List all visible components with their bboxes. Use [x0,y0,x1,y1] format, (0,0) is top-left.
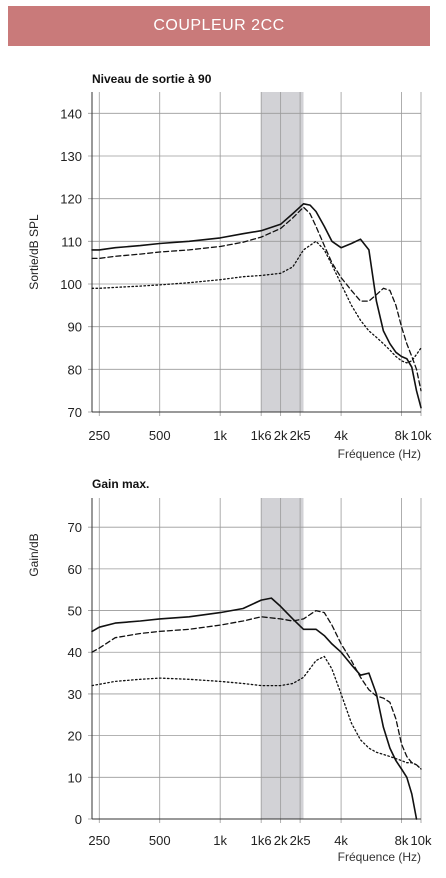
y-tick-label: 50 [68,604,82,619]
y-tick-label: 120 [60,192,82,207]
y-tick-label: 10 [68,770,82,785]
y-tick-label: 90 [68,320,82,335]
chart-title: Niveau de sortie à 90 [92,72,212,86]
y-tick-label: 30 [68,687,82,702]
x-tick-label: 1k6 [251,428,272,443]
y-tick-label: 70 [68,520,82,535]
y-tick-label: 110 [61,234,82,249]
chart-title: Gain max. [92,477,149,491]
x-tick-label: 4k [334,428,348,443]
chart-2: 250 500 1k 1k6 2k 2k5 4k 8k 10k 0 10 20 30 40 50 60 70 Ga… [27,477,432,864]
series-line-dashed [91,206,422,392]
chart-1: 250 500 1k 1k6 2k 2k5 4k 8k 10k 70 80 90 100 110 120 13… [27,72,432,461]
y-tick-label: 60 [68,562,82,577]
series-line-dotted [91,655,422,770]
x-axis-label: Fréquence (Hz) [338,447,421,461]
x-tick-label: 500 [149,833,171,848]
y-tick-label: 140 [60,106,82,121]
x-tick-label: 2k [274,428,288,443]
x-tick-label: 1k [213,428,227,443]
x-tick-label: 500 [149,428,171,443]
x-tick-label: 10k [411,833,432,848]
x-tick-label: 8k [395,428,409,443]
x-tick-label: 4k [334,833,348,848]
series-line-solid [91,597,418,820]
y-tick-label: 70 [68,405,82,420]
series-line-dotted [91,240,422,364]
x-tick-label: 2k5 [290,833,311,848]
chart-header-banner: COUPLEUR 2CC [8,6,430,46]
x-axis-label: Fréquence (Hz) [338,850,421,864]
x-tick-label: 2k [274,833,288,848]
series-line-dashed [91,609,422,770]
y-axis-label: Gain/dB [27,533,41,576]
y-tick-label: 130 [60,149,82,164]
header-title: COUPLEUR 2CC [153,17,285,34]
x-tick-label: 2k5 [290,428,311,443]
x-tick-label: 250 [88,833,110,848]
series-line-solid [91,203,422,409]
x-tick-label: 8k [395,833,409,848]
shaded-frequency-band [261,498,304,819]
shaded-frequency-band [261,92,304,412]
y-tick-label: 20 [68,729,82,744]
x-tick-label: 250 [88,428,110,443]
x-tick-label: 1k [213,833,227,848]
y-axis-label: Sortie/dB SPL [27,214,41,290]
x-tick-label: 10k [411,428,432,443]
y-tick-label: 0 [75,812,82,827]
y-tick-label: 100 [60,277,82,292]
y-tick-label: 40 [68,645,82,660]
y-tick-label: 80 [68,362,82,377]
x-tick-label: 1k6 [251,833,272,848]
